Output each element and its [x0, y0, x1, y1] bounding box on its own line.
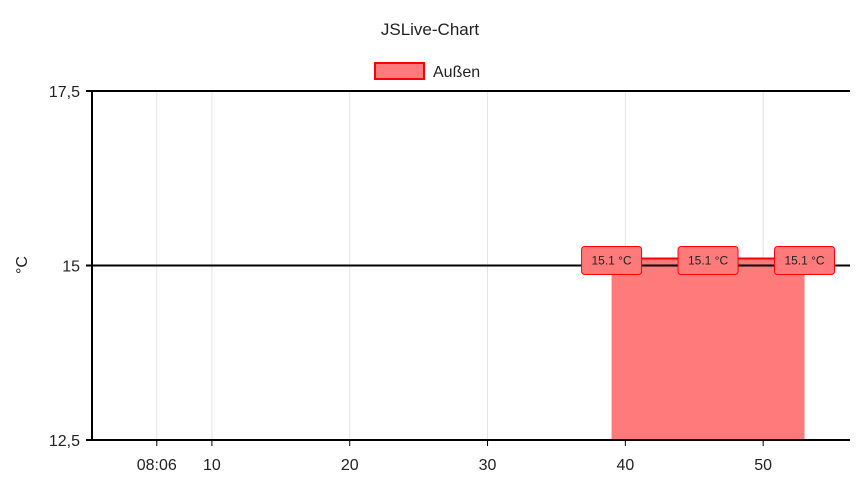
y-tick-label-0: 12,5	[49, 433, 80, 450]
x-tick-label-4: 40	[616, 457, 634, 474]
data-label-text-1: 15.1 °C	[688, 254, 728, 268]
data-label-box-0	[581, 246, 643, 276]
chart-title: JSLive-Chart	[381, 20, 480, 39]
legend[interactable]: Außen	[374, 62, 480, 81]
y-tick-label-1: 15	[62, 259, 80, 276]
series-area-layer	[611, 257, 805, 440]
y-tick-label-2: 17,5	[49, 84, 80, 101]
legend-swatch-aussen[interactable]	[374, 62, 425, 80]
data-label-0: 15.1 °C	[581, 246, 643, 276]
data-label-box-2	[774, 246, 836, 276]
data-label-box-1	[677, 246, 739, 276]
series-area-0	[611, 258, 805, 440]
y-axis-title: °C	[14, 256, 31, 274]
data-label-text-2: 15.1 °C	[784, 254, 824, 268]
legend-label-aussen[interactable]: Außen	[433, 64, 480, 81]
data-label-text-0: 15.1 °C	[591, 254, 631, 268]
x-tick-label-2: 20	[341, 457, 359, 474]
x-tick-label-3: 30	[479, 457, 497, 474]
x-tick-label-5: 50	[754, 457, 772, 474]
data-label-1: 15.1 °C	[677, 246, 739, 276]
x-tick-label-0: 08:06	[137, 457, 177, 474]
x-axis-ticks: 08:06 10 20 30 40 50	[137, 440, 772, 474]
x-tick-label-1: 10	[203, 457, 221, 474]
data-label-2: 15.1 °C	[774, 246, 836, 276]
data-labels: 15.1 °C 15.1 °C 15.1 °C	[581, 246, 836, 276]
